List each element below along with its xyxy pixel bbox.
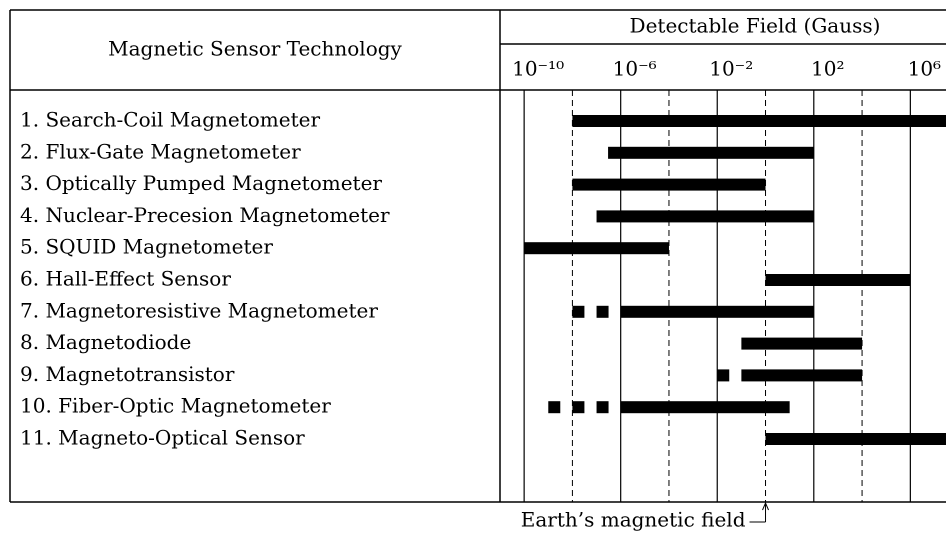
dash-square [572,401,585,414]
range-bar [741,369,863,382]
x-tick-label: 10⁻² [709,57,753,81]
dash-square [596,401,609,414]
plot-area [523,90,946,502]
row-label: 2. Flux-Gate Magnetometer [20,139,301,163]
row-label: 4. Nuclear-Precesion Magnetometer [20,203,390,227]
dash-square [572,305,585,318]
range-bar [741,337,863,350]
x-tick-label: 10⁻⁶ [613,57,657,81]
table-frame [9,9,946,503]
annotation-text: Earth’s magnetic field [521,508,746,532]
axis-title: Detectable Field (Gauss) [630,14,881,38]
row-label: 3. Optically Pumped Magnetometer [20,171,382,195]
dashed-extension [717,369,730,382]
row-label: 9. Magnetotransistor [20,362,235,386]
row-label: 5. SQUID Magnetometer [20,235,273,259]
dash-square [548,401,561,414]
row-label: 1. Search-Coil Magnetometer [20,108,320,132]
arrow-head [762,501,769,511]
range-bar [620,401,790,414]
row-label: 8. Magnetodiode [20,330,191,354]
x-tick-label: 10⁻¹⁰ [512,57,564,81]
range-bar [596,210,814,223]
range-bar [572,115,946,127]
dash-square [717,369,730,382]
row-label: 11. Magneto-Optical Sensor [20,426,305,450]
range-bar [572,178,766,191]
column-header: Magnetic Sensor Technology [108,37,402,61]
range-bar [765,274,911,286]
x-tick-label: 10² [811,57,844,81]
dashed-extension [572,305,609,318]
dash-square [596,305,609,318]
dashed-extension [548,401,609,414]
range-bar [608,146,814,159]
range-bar [524,242,669,255]
x-tick-label: 10⁶ [908,57,941,81]
row-label: 10. Fiber-Optic Magnetometer [20,394,331,418]
row-label: 6. Hall-Effect Sensor [20,267,231,291]
row-label: 7. Magnetoresistive Magnetometer [20,298,378,322]
range-bar [620,305,814,318]
range-bar [765,433,946,445]
